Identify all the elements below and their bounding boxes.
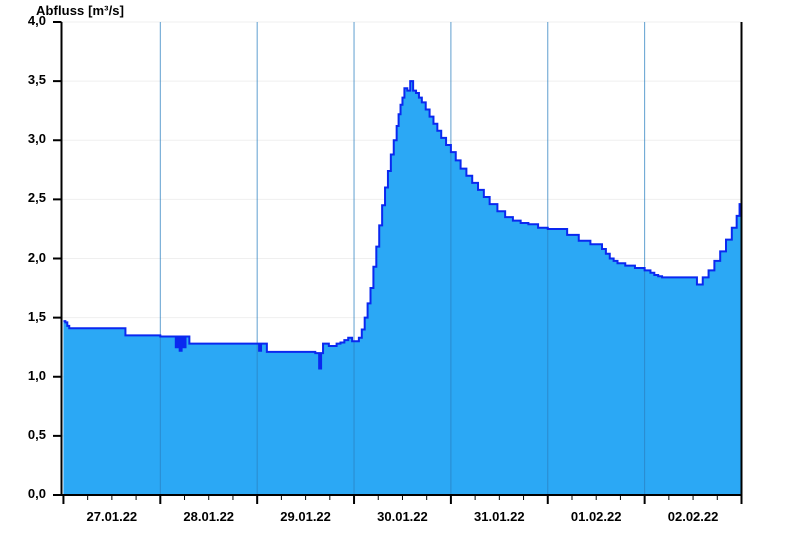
series-area-fill — [63, 81, 742, 495]
series-outline — [63, 80, 743, 370]
x-axis-tick-label: 27.01.22 — [86, 509, 138, 524]
x-axis-tick-label: 28.01.22 — [183, 509, 235, 524]
x-axis-tick-label: 02.02.22 — [667, 509, 719, 524]
y-axis-tick-label: 0,5 — [27, 426, 46, 442]
y-axis-tick-label: 4,0 — [27, 13, 46, 28]
day-separator-lines — [159, 22, 646, 495]
x-axis-tick-label: 31.01.22 — [474, 509, 525, 524]
y-axis-tick-label: 1,5 — [27, 308, 46, 324]
axis-ticks — [53, 21, 743, 504]
y-axis-tick-label: 1,0 — [27, 367, 46, 383]
chart-title: Abfluss [m³/s] — [36, 3, 125, 18]
y-axis-tick-label: 2,5 — [27, 190, 46, 206]
y-axis-tick-label: 3,5 — [27, 72, 46, 88]
y-axis-tick-label: 0,0 — [27, 486, 46, 501]
series-step-line — [63, 80, 743, 370]
x-axis-tick-label: 01.02.22 — [570, 509, 622, 524]
series-area — [63, 81, 742, 495]
x-axis-tick-label: 29.01.22 — [280, 509, 331, 524]
y-axis-tick-label: 3,0 — [27, 131, 46, 147]
x-axis-tick-label: 30.01.22 — [377, 509, 428, 524]
y-axis-tick-label: 2,0 — [27, 249, 46, 265]
